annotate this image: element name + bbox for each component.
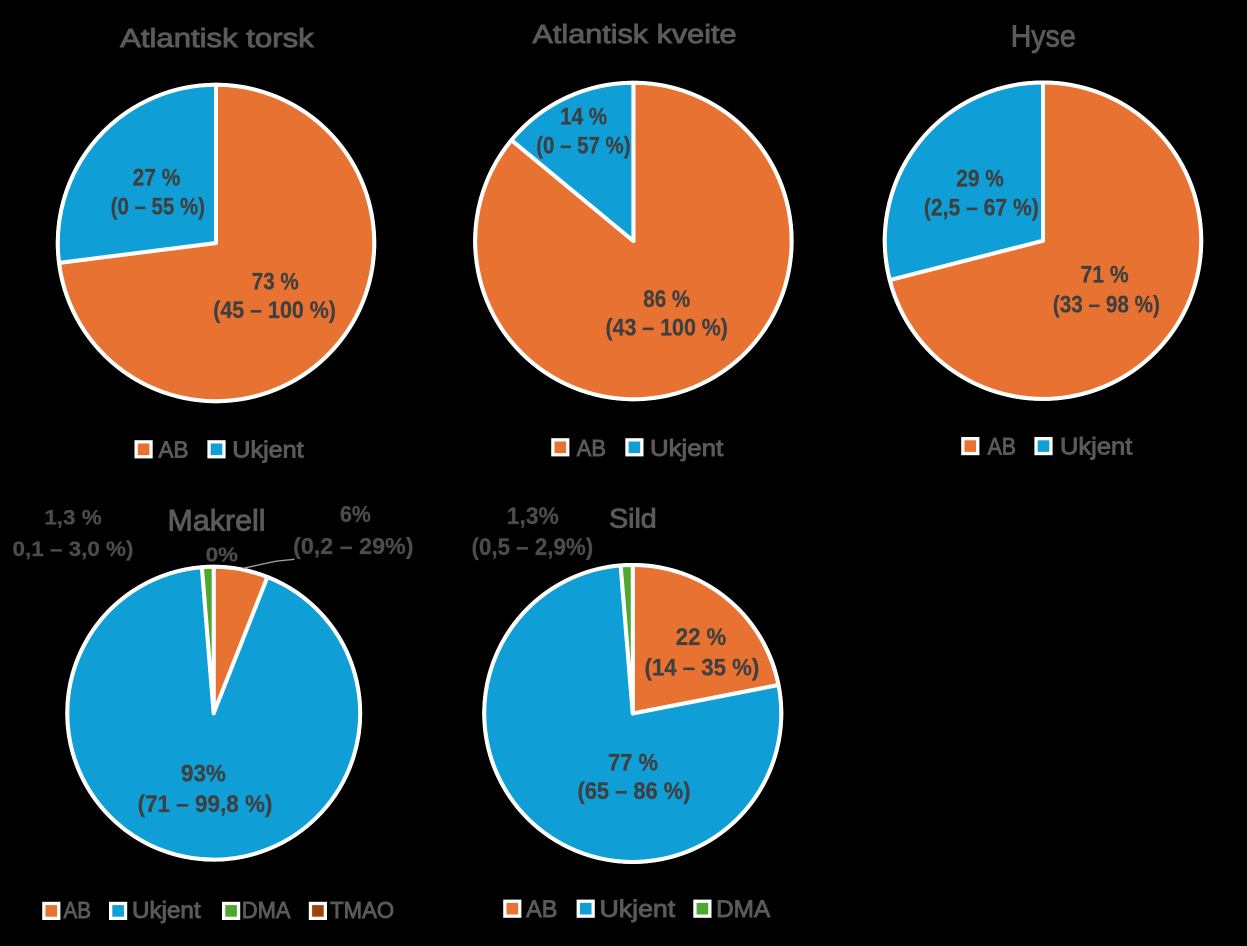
svg-text:Ukjent: Ukjent bbox=[600, 896, 676, 923]
svg-text:71 %: 71 % bbox=[1081, 262, 1129, 289]
svg-text:AB: AB bbox=[988, 434, 1016, 461]
svg-text:(65 – 86 %): (65 – 86 %) bbox=[577, 778, 690, 805]
svg-text:AB: AB bbox=[526, 896, 557, 923]
svg-text:Ukjent: Ukjent bbox=[132, 897, 201, 923]
svg-text:86 %: 86 % bbox=[643, 286, 690, 313]
svg-text:(0,5 – 2,9%): (0,5 – 2,9%) bbox=[472, 535, 594, 561]
svg-text:Ukjent: Ukjent bbox=[1060, 434, 1133, 461]
svg-text:73 %: 73 % bbox=[252, 268, 299, 295]
svg-text:93%: 93% bbox=[181, 761, 226, 788]
svg-text:(0,2 – 29%): (0,2 – 29%) bbox=[293, 533, 413, 559]
svg-text:27 %: 27 % bbox=[133, 165, 181, 192]
svg-text:DMA: DMA bbox=[242, 897, 292, 923]
svg-text:(71 – 99,8 %): (71 – 99,8 %) bbox=[138, 791, 273, 818]
svg-text:Ukjent: Ukjent bbox=[650, 435, 724, 461]
svg-text:AB: AB bbox=[64, 897, 91, 923]
svg-text:Hyse: Hyse bbox=[1011, 19, 1076, 54]
svg-text:(33 – 98 %): (33 – 98 %) bbox=[1053, 292, 1160, 319]
svg-text:22 %: 22 % bbox=[676, 624, 727, 651]
svg-text:14 %: 14 % bbox=[560, 104, 607, 131]
svg-text:1,3 %: 1,3 % bbox=[44, 505, 101, 530]
svg-text:0%: 0% bbox=[206, 545, 238, 567]
svg-text:DMA: DMA bbox=[716, 896, 770, 923]
svg-text:AB: AB bbox=[577, 435, 606, 461]
svg-text:(0 – 55 %): (0 – 55 %) bbox=[111, 193, 205, 220]
svg-text:(2,5 – 67 %): (2,5 – 67 %) bbox=[924, 194, 1039, 221]
svg-text:(0 – 57 %): (0 – 57 %) bbox=[536, 132, 630, 159]
svg-text:Sild: Sild bbox=[609, 504, 657, 534]
svg-text:(14 – 35 %): (14 – 35 %) bbox=[644, 655, 759, 682]
svg-text:Ukjent: Ukjent bbox=[232, 436, 304, 462]
svg-text:0,1 – 3,0 %): 0,1 – 3,0 %) bbox=[13, 536, 134, 561]
svg-text:29 %: 29 % bbox=[956, 166, 1004, 193]
svg-text:Atlantisk kveite: Atlantisk kveite bbox=[533, 19, 737, 49]
svg-text:Atlantisk torsk: Atlantisk torsk bbox=[120, 23, 315, 53]
svg-text:(43 – 100 %): (43 – 100 %) bbox=[605, 315, 728, 342]
svg-text:6%: 6% bbox=[340, 501, 371, 527]
svg-text:1,3%: 1,3% bbox=[507, 504, 559, 530]
svg-text:Makrell: Makrell bbox=[168, 504, 266, 537]
svg-text:77 %: 77 % bbox=[608, 750, 658, 777]
svg-text:TMAO: TMAO bbox=[330, 897, 394, 923]
svg-text:(45 – 100 %): (45 – 100 %) bbox=[213, 297, 336, 324]
svg-text:AB: AB bbox=[159, 436, 189, 462]
